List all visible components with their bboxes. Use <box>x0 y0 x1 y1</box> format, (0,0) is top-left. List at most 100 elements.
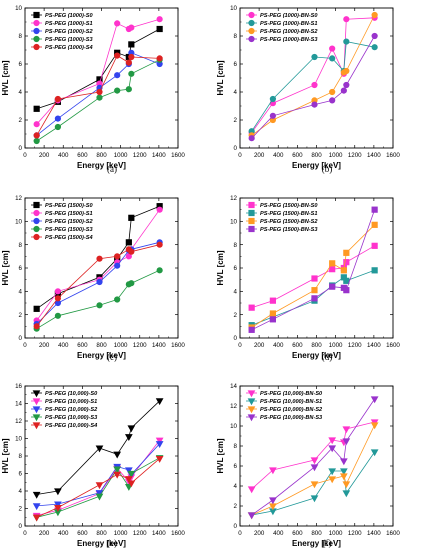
data-point <box>311 81 318 89</box>
data-point <box>311 295 318 302</box>
legend-entry: PS-PEG (1500)-BN-S2 <box>260 219 318 225</box>
legend-marker <box>33 19 40 27</box>
data-point <box>269 95 276 103</box>
y-axis-label: HVL [cm] <box>1 250 10 285</box>
data-point <box>329 97 336 104</box>
panel-label: (e) <box>107 538 117 548</box>
data-point <box>113 451 122 459</box>
x-tick-label: 400 <box>273 152 284 159</box>
x-tick-label: 1200 <box>348 152 362 159</box>
data-point <box>329 283 336 290</box>
legend-entry: PS-PEG (1000)-BN-S2 <box>260 29 318 35</box>
y-tick-label: 4 <box>234 483 238 490</box>
y-tick-label: 14 <box>15 401 22 408</box>
data-point <box>96 278 103 286</box>
x-tick-label: 600 <box>77 342 88 349</box>
legend-entry: PS-PEG (10,000)-S4 <box>45 423 98 429</box>
data-point <box>114 262 121 269</box>
chart-panel-2: 0 200 400 600 800 1000 1200 1400 1600 0 2 4 6 8 10 Ener… <box>216 5 400 174</box>
data-point <box>370 396 379 404</box>
x-tick-label: 800 <box>311 152 322 159</box>
x-tick-label: 1400 <box>367 152 381 159</box>
data-point <box>155 441 164 448</box>
x-axis-label: Energy [keV] <box>77 161 126 170</box>
data-point <box>342 438 351 446</box>
legend-entry: PS-PEG (10,000)-S3 <box>45 415 98 421</box>
y-tick-label: 6 <box>19 471 23 478</box>
data-point <box>310 464 319 472</box>
x-tick-label: 1600 <box>386 152 400 159</box>
y-tick-label: 2 <box>19 506 23 513</box>
data-point <box>340 267 347 274</box>
data-point <box>371 11 378 19</box>
data-point <box>311 275 318 282</box>
x-tick-label: 800 <box>311 530 322 537</box>
legend-marker <box>32 406 41 414</box>
data-point <box>269 297 276 304</box>
y-tick-label: 10 <box>230 219 237 226</box>
y-tick-label: 4 <box>19 488 23 495</box>
panel-label: (b) <box>322 164 333 174</box>
plot-frame <box>239 7 394 149</box>
data-point <box>124 484 133 491</box>
data-point <box>33 105 40 112</box>
x-tick-label: 200 <box>39 530 50 537</box>
legend: PS-PEG (1000)-BN-S0 PS-PEG (1000)-BN-S1 PS… <box>246 11 318 43</box>
y-tick-label: 2 <box>234 117 238 124</box>
legend-entry: PS-PEG (1000)-S2 <box>45 29 93 35</box>
y-tick-label: 10 <box>230 5 237 12</box>
data-point <box>32 491 41 499</box>
data-point <box>155 437 164 445</box>
data-point <box>33 137 40 145</box>
legend-marker <box>33 209 40 217</box>
data-point <box>125 239 132 246</box>
legend-marker <box>33 225 40 233</box>
data-point <box>33 323 40 330</box>
x-tick-label: 1600 <box>171 152 185 159</box>
data-point <box>54 501 62 509</box>
data-point <box>32 514 41 522</box>
y-tick-label: 8 <box>19 33 23 40</box>
legend-marker <box>33 35 40 43</box>
data-point <box>310 495 319 503</box>
data-point <box>156 206 163 213</box>
y-tick-label: 8 <box>234 242 238 249</box>
data-point <box>128 41 135 48</box>
y-tick-label: 4 <box>19 89 23 96</box>
data-point <box>156 241 163 248</box>
x-axis-label: Energy [keV] <box>77 539 126 548</box>
data-point <box>54 312 61 319</box>
legend-marker <box>248 27 255 35</box>
data-point <box>33 132 40 139</box>
x-tick-label: 200 <box>254 152 265 159</box>
x-tick-label: 1600 <box>386 530 400 537</box>
legend-marker <box>32 390 41 398</box>
legend-entry: PS-PEG (1000)-BN-S3 <box>260 37 318 43</box>
data-point <box>114 87 121 94</box>
data-point <box>128 53 135 61</box>
y-tick-label: 2 <box>234 312 238 319</box>
chart-panel-5: 0 200 400 600 800 1000 1200 1400 1600 0 2 4 6 8 10 12 14… <box>1 383 185 548</box>
y-tick-label: 10 <box>15 5 22 12</box>
data-point <box>96 88 103 96</box>
x-tick-label: 1400 <box>367 530 381 537</box>
x-tick-label: 600 <box>77 152 88 159</box>
x-axis-label: Energy [keV] <box>292 161 341 170</box>
data-point <box>343 277 350 284</box>
y-tick-label: 12 <box>230 403 237 410</box>
legend-marker <box>248 217 255 225</box>
y-tick-label: 0 <box>234 145 238 152</box>
chart-panel-1: 0 200 400 600 800 1000 1200 1400 1600 0 2 4 6 8 10 Ener… <box>1 5 185 174</box>
data-point <box>125 59 132 66</box>
x-tick-label: 1200 <box>348 530 362 537</box>
x-tick-label: 0 <box>23 530 27 537</box>
data-point <box>156 16 163 23</box>
data-point <box>96 302 103 309</box>
data-point <box>248 304 255 311</box>
legend-entry: PS-PEG (1000)-S3 <box>45 37 93 43</box>
legend-entry: PS-PEG (1000)-BN-S1 <box>260 21 318 27</box>
data-point <box>124 476 133 483</box>
data-point <box>95 482 104 490</box>
legend-entry: PS-PEG (1500)-S2 <box>45 219 93 225</box>
data-point <box>114 52 121 59</box>
